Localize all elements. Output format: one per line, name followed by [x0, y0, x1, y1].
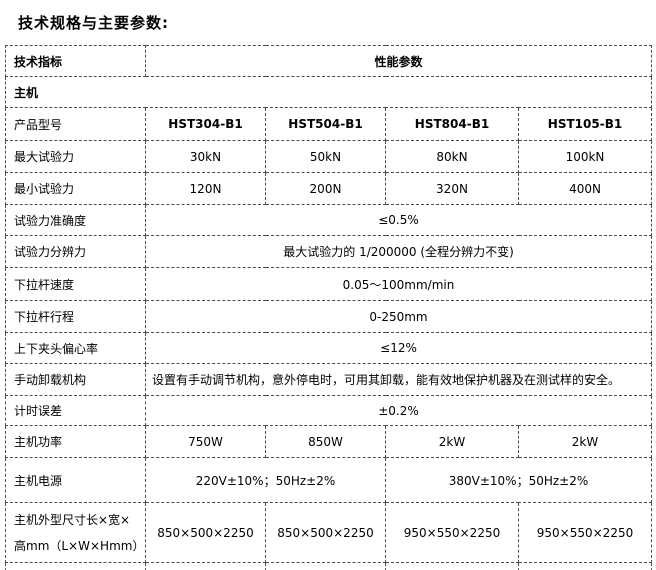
cell-manual-unload: 设置有手动调节机构，意外停电时，可用其卸载，能有效地保护机器及在测试样的安全。 — [144, 363, 653, 396]
cell-max-force-2: 50kN — [265, 140, 386, 173]
row-label: 下拉杆速度 — [5, 267, 146, 301]
row-label: 试验力分辨力 — [5, 235, 146, 268]
row-label: 下拉杆行程 — [5, 300, 146, 333]
empty-cell — [517, 562, 653, 570]
table-row-min-force: 最小试验力 120N 200N 320N 400N — [5, 172, 653, 205]
cell-eccentricity: ≤12% — [144, 332, 653, 364]
cell-min-force-2: 200N — [265, 172, 386, 205]
cell-model-1: HST304-B1 — [145, 107, 266, 141]
cell-power-3: 2kW — [385, 425, 519, 458]
row-label: 产品型号 — [5, 107, 146, 141]
cell-model-4: HST105-B1 — [517, 107, 653, 141]
empty-cell — [385, 562, 519, 570]
cell-max-force-4: 100kN — [517, 140, 653, 173]
table-row-model: 产品型号 HST304-B1 HST504-B1 HST804-B1 HST10… — [5, 107, 653, 141]
empty-cell — [265, 562, 386, 570]
row-label: 最大试验力 — [5, 140, 146, 173]
cell-min-force-1: 120N — [145, 172, 266, 205]
header-cell-indicator: 技术指标 — [5, 45, 146, 77]
cell-accuracy: ≤0.5% — [144, 204, 653, 236]
row-label: 主机电源 — [5, 457, 146, 503]
cell-dimensions-4: 950×550×2250 — [517, 502, 653, 563]
table-row-speed: 下拉杆速度 0.05～100mm/min — [5, 267, 653, 301]
table-row-manual-unload: 手动卸载机构 设置有手动调节机构，意外停电时，可用其卸载，能有效地保护机器及在测… — [5, 363, 653, 396]
cell-stroke: 0-250mm — [144, 300, 653, 333]
cell-timing-error: ±0.2% — [144, 395, 653, 426]
row-label: 最小试验力 — [5, 172, 146, 205]
table-row-timing-error: 计时误差 ±0.2% — [5, 395, 653, 426]
row-label: 主机功率 — [5, 425, 146, 458]
table-row-max-force: 最大试验力 30kN 50kN 80kN 100kN — [5, 140, 653, 173]
cell-power-4: 2kW — [517, 425, 653, 458]
cell-model-2: HST504-B1 — [265, 107, 386, 141]
cell-max-force-1: 30kN — [145, 140, 266, 173]
empty-cell — [145, 562, 266, 570]
cell-supply-380v: 380V±10%；50Hz±2% — [384, 457, 653, 503]
cell-dimensions-3: 950×550×2250 — [385, 502, 519, 563]
table-row-power: 主机功率 750W 850W 2kW 2kW — [5, 425, 653, 458]
row-label: 手动卸载机构 — [5, 363, 146, 396]
cell-model-3: HST804-B1 — [385, 107, 519, 141]
cell-dimensions-1: 850×500×2250 — [145, 502, 266, 563]
row-label: 主机外型尺寸长×宽×高mm（L×W×Hmm） — [5, 502, 146, 563]
cell-max-force-3: 80kN — [385, 140, 519, 173]
table-row-resolution: 试验力分辨力 最大试验力的 1/200000 (全程分辨力不变) — [5, 235, 653, 268]
table-row-cutoff — [5, 562, 653, 570]
header-cell-performance: 性能参数 — [144, 45, 653, 77]
table-row-accuracy: 试验力准确度 ≤0.5% — [5, 204, 653, 236]
cell-supply-220v: 220V±10%；50Hz±2% — [145, 457, 386, 503]
section-row: 主机 — [4, 76, 653, 108]
table-row-dimensions: 主机外型尺寸长×宽×高mm（L×W×Hmm） 850×500×2250 850×… — [5, 502, 653, 563]
table-row-stroke: 下拉杆行程 0-250mm — [5, 300, 653, 333]
cell-speed: 0.05～100mm/min — [144, 267, 653, 301]
cell-min-force-3: 320N — [385, 172, 519, 205]
table-row-supply: 主机电源 220V±10%；50Hz±2% 380V±10%；50Hz±2% — [5, 457, 653, 503]
cell-resolution: 最大试验力的 1/200000 (全程分辨力不变) — [144, 235, 653, 268]
cell-dimensions-2: 850×500×2250 — [265, 502, 386, 563]
row-label: 计时误差 — [5, 395, 146, 426]
row-label: 试验力准确度 — [5, 204, 146, 236]
section-title: 主机 — [4, 76, 653, 108]
table-header-row: 技术指标 性能参数 — [5, 45, 653, 77]
table-row-eccentricity: 上下夹头偏心率 ≤12% — [5, 332, 653, 364]
row-label: 上下夹头偏心率 — [5, 332, 146, 364]
spec-table: 技术指标 性能参数 主机 产品型号 HST304-B1 HST504-B1 HS… — [4, 45, 653, 570]
empty-cell — [5, 562, 146, 570]
cell-power-1: 750W — [145, 425, 266, 458]
cell-power-2: 850W — [265, 425, 386, 458]
page-title: 技术规格与主要参数: — [18, 14, 169, 32]
cell-min-force-4: 400N — [517, 172, 653, 205]
